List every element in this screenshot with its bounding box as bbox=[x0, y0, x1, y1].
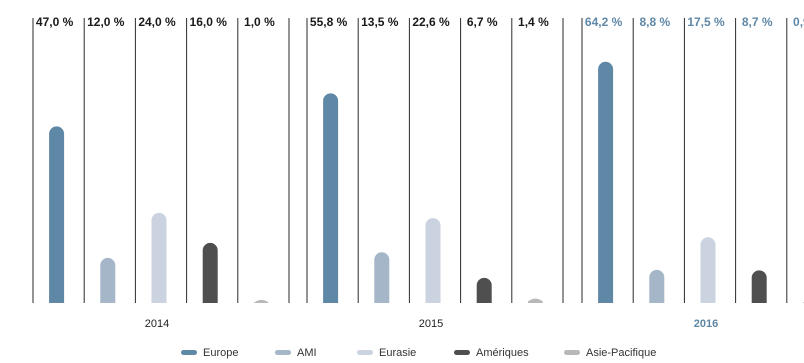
year-group-2014: 47,0 % 12,0 % 24,0 % 16,0 % 1,0 % 2014 bbox=[32, 15, 290, 330]
value-label: 1,4 % bbox=[518, 15, 549, 29]
legend-item-asie-pacifique: Asie-Pacifique bbox=[564, 347, 656, 359]
bar-ami-2016 bbox=[649, 269, 665, 303]
bar-europe-2016 bbox=[598, 61, 614, 303]
year-label: 2014 bbox=[145, 318, 169, 330]
bar-eurasie-2014 bbox=[151, 212, 167, 303]
value-label: 24,0 % bbox=[138, 15, 176, 29]
legend-swatch bbox=[564, 350, 580, 355]
value-label: 8,7 % bbox=[742, 15, 773, 29]
bar-am-riques-2016 bbox=[751, 270, 767, 303]
bar-ami-2015 bbox=[374, 252, 390, 303]
bar-eurasie-2015 bbox=[425, 218, 441, 303]
year-label: 2016 bbox=[694, 318, 718, 330]
value-label: 6,7 % bbox=[467, 15, 498, 29]
bar-asie-pacifique-2014 bbox=[253, 299, 269, 303]
value-label: 64,2 % bbox=[585, 15, 623, 29]
legend-item-eurasie: Eurasie bbox=[357, 347, 416, 359]
bar-am-riques-2014 bbox=[202, 242, 218, 303]
legend-label: Amériques bbox=[476, 347, 529, 359]
year-group-2015: 55,8 % 13,5 % 22,6 % 6,7 % 1,4 % 2015 bbox=[306, 15, 564, 330]
year-label: 2015 bbox=[419, 318, 443, 330]
value-label: 22,6 % bbox=[412, 15, 450, 29]
legend-swatch bbox=[181, 350, 197, 355]
bar-ami-2014 bbox=[100, 257, 116, 303]
value-label: 55,8 % bbox=[310, 15, 348, 29]
legend-item-europe: Europe bbox=[181, 347, 238, 359]
value-label: 16,0 % bbox=[190, 15, 228, 29]
value-label: 17,5 % bbox=[687, 15, 725, 29]
legend-label: Asie-Pacifique bbox=[586, 347, 656, 359]
legend-label: Eurasie bbox=[379, 347, 416, 359]
legend-label: Europe bbox=[203, 347, 238, 359]
legend-label: AMI bbox=[297, 347, 317, 359]
bar-asie-pacifique-2015 bbox=[527, 298, 543, 303]
value-label: 13,5 % bbox=[361, 15, 399, 29]
value-label: 8,8 % bbox=[639, 15, 670, 29]
bar-europe-2015 bbox=[323, 93, 339, 303]
year-group-2016: 64,2 % 8,8 % 17,5 % 8,7 % 0,9 % 2016 bbox=[581, 15, 804, 330]
chart-legend: Europe AMI Eurasie Amériques Asie-Pacifique bbox=[181, 347, 656, 359]
bar-am-riques-2015 bbox=[476, 277, 492, 303]
legend-item-am-riques: Amériques bbox=[454, 347, 529, 359]
chart-groups: 47,0 % 12,0 % 24,0 % 16,0 % 1,0 % 2014 55,8 % 1… bbox=[32, 15, 804, 330]
legend-swatch bbox=[454, 350, 470, 355]
legend-swatch bbox=[275, 350, 291, 355]
value-label: 12,0 % bbox=[87, 15, 125, 29]
legend-item-ami: AMI bbox=[275, 347, 317, 359]
bar-eurasie-2016 bbox=[700, 237, 716, 303]
value-label: 0,9 % bbox=[793, 15, 804, 29]
bar-europe-2014 bbox=[49, 126, 65, 303]
value-label: 47,0 % bbox=[36, 15, 74, 29]
value-label: 1,0 % bbox=[244, 15, 275, 29]
legend-swatch bbox=[357, 350, 373, 355]
